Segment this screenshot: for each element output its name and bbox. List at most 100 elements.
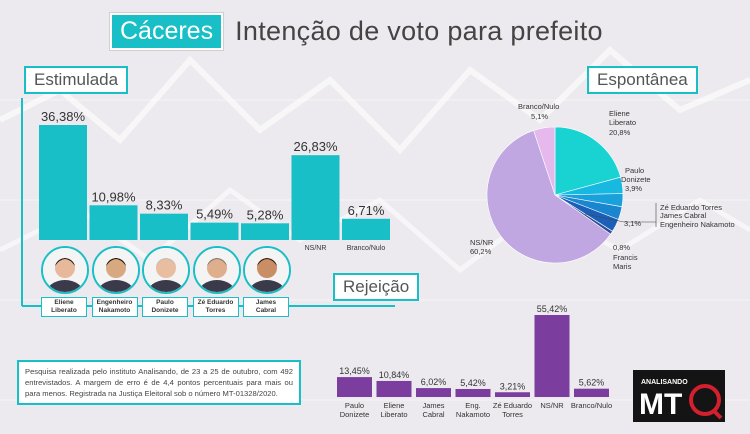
pie-pct-1: 3,9% bbox=[625, 184, 642, 193]
bar-value-label-2: 8,33% bbox=[146, 198, 183, 213]
candidate-label: James Cabral bbox=[243, 297, 289, 317]
bar-5 bbox=[291, 155, 340, 240]
candidate-label-line1: James bbox=[255, 299, 277, 306]
candidate-label-line1: Paulo bbox=[156, 299, 174, 306]
candidate-label-line2: Cabral bbox=[255, 307, 277, 314]
pie-pct-5: 0,8% bbox=[613, 243, 630, 252]
rej-bar-2 bbox=[416, 388, 451, 397]
pie-leader-line bbox=[584, 213, 656, 223]
pie-label2-0: Liberato bbox=[609, 118, 636, 127]
pie-label2-5: Maris bbox=[613, 262, 632, 271]
pie-label2-1: Donizete bbox=[621, 175, 651, 184]
pie-slice-6 bbox=[486, 130, 612, 264]
pie-label-6: NS/NR bbox=[470, 238, 494, 247]
city-badge: Cáceres bbox=[110, 12, 224, 50]
bar-3 bbox=[190, 222, 239, 240]
header: Cáceres Intenção de voto para prefeito bbox=[110, 12, 603, 50]
rej-value-label-4: 3,21% bbox=[500, 381, 526, 391]
candidate-label-line1: Eliene bbox=[54, 299, 74, 306]
candidate-card-0: Eliene Liberato bbox=[41, 246, 89, 317]
section-label-estimulada: Estimulada bbox=[24, 66, 129, 94]
bar-value-label-6: 6,71% bbox=[348, 203, 385, 218]
rej-tick-label2-3: Nakamoto bbox=[456, 410, 490, 419]
section-label-rejeicao: Rejeição bbox=[333, 273, 420, 301]
bar-value-label-5: 26,83% bbox=[293, 139, 338, 154]
candidate-label: Engenheiro Nakamoto bbox=[91, 297, 138, 317]
analisando-logo: ANALISANDO MT bbox=[633, 370, 725, 422]
rej-value-label-3: 5,42% bbox=[460, 378, 486, 388]
candidate-label-line2: Torres bbox=[205, 307, 226, 314]
rej-bar-3 bbox=[455, 388, 491, 397]
bar-1 bbox=[89, 205, 138, 240]
section-label-espontanea: Espontânea bbox=[587, 66, 698, 94]
bar-4 bbox=[241, 223, 289, 240]
candidate-avatar bbox=[91, 246, 140, 294]
rej-tick-label-0: Paulo bbox=[345, 401, 364, 410]
candidate-label: Zé Eduardo Torres bbox=[192, 297, 239, 317]
rej-tick-label-5: NS/NR bbox=[540, 401, 564, 410]
pie-slice-0 bbox=[554, 126, 621, 196]
pie-slice-7 bbox=[533, 126, 556, 196]
rej-tick-label2-4: Torres bbox=[502, 410, 523, 419]
bar-2 bbox=[140, 213, 188, 240]
logo-graphic: ANALISANDO MT bbox=[639, 379, 723, 421]
candidate-card-1: Engenheiro Nakamoto bbox=[91, 246, 140, 317]
candidate-avatar bbox=[192, 246, 241, 294]
candidate-label-line2: Liberato bbox=[51, 307, 77, 314]
logo-big-text: MT bbox=[639, 388, 682, 421]
rej-tick-label-3: Eng. bbox=[465, 401, 480, 410]
candidate-label-line2: Nakamoto bbox=[98, 307, 131, 314]
page-title: Intenção de voto para prefeito bbox=[235, 15, 603, 46]
rej-tick-label-4: Zé Eduardo bbox=[493, 401, 532, 410]
bar-value-label-4: 5,28% bbox=[247, 207, 284, 222]
logo-small-text: ANALISANDO bbox=[641, 379, 688, 386]
pie-label-0: Eliene bbox=[609, 109, 630, 118]
pie-label-1: Paulo bbox=[625, 166, 644, 175]
rej-tick-label-1: Eliene bbox=[384, 401, 405, 410]
pie-label-5: Francis bbox=[613, 253, 638, 262]
pie-label-2: Zé Eduardo Torres bbox=[660, 203, 722, 212]
pie-pct-6: 60,2% bbox=[470, 247, 492, 256]
rej-tick-label-2: James bbox=[422, 401, 444, 410]
rej-tick-label2-0: Donizete bbox=[340, 410, 370, 419]
rej-value-label-5: 55,42% bbox=[537, 304, 568, 314]
survey-note: Pesquisa realizada pelo instituto Analis… bbox=[17, 360, 301, 405]
rej-tick-label-6: Branco/Nulo bbox=[571, 401, 612, 410]
pie-pct-7: 5,1% bbox=[531, 112, 548, 121]
candidate-card-4: James Cabral bbox=[243, 246, 291, 317]
pie-label-3: James Cabral bbox=[660, 211, 707, 220]
bar-value-label-1: 10,98% bbox=[91, 189, 136, 204]
candidate-avatar bbox=[142, 246, 190, 294]
pie-label-7: Branco/Nulo bbox=[518, 102, 559, 111]
rej-value-label-2: 6,02% bbox=[421, 377, 447, 387]
candidate-label: Paulo Donizete bbox=[142, 297, 188, 317]
candidate-avatar bbox=[41, 246, 89, 294]
bar-tick-label-5: NS/NR bbox=[305, 245, 327, 252]
candidate-card-2: Paulo Donizete bbox=[142, 246, 190, 317]
rej-bar-4 bbox=[495, 392, 530, 397]
candidate-label-line2: Donizete bbox=[151, 307, 179, 314]
rej-bar-5 bbox=[534, 315, 570, 397]
rej-bar-6 bbox=[574, 388, 609, 397]
candidate-avatar bbox=[243, 246, 291, 294]
candidate-label-line1: Zé Eduardo bbox=[197, 299, 234, 306]
candidate-label-line1: Engenheiro bbox=[96, 299, 133, 306]
rej-value-label-6: 5,62% bbox=[579, 378, 605, 388]
candidate-label: Eliene Liberato bbox=[41, 297, 87, 317]
rej-tick-label2-2: Cabral bbox=[422, 410, 444, 419]
rej-value-label-0: 13,45% bbox=[339, 366, 370, 376]
pie-pct-4: 3,1% bbox=[624, 219, 641, 228]
rej-value-label-1: 10,84% bbox=[379, 370, 410, 380]
rej-tick-label2-1: Liberato bbox=[380, 410, 407, 419]
bar-0 bbox=[39, 125, 87, 240]
bar-value-label-0: 36,38% bbox=[41, 109, 86, 124]
bar-6 bbox=[342, 218, 390, 240]
bar-value-label-3: 5,49% bbox=[196, 207, 233, 222]
rej-bar-0 bbox=[337, 377, 372, 397]
rej-bar-1 bbox=[376, 380, 412, 397]
bar-tick-label-6: Branco/Nulo bbox=[347, 245, 386, 252]
candidate-card-3: Zé Eduardo Torres bbox=[192, 246, 241, 317]
